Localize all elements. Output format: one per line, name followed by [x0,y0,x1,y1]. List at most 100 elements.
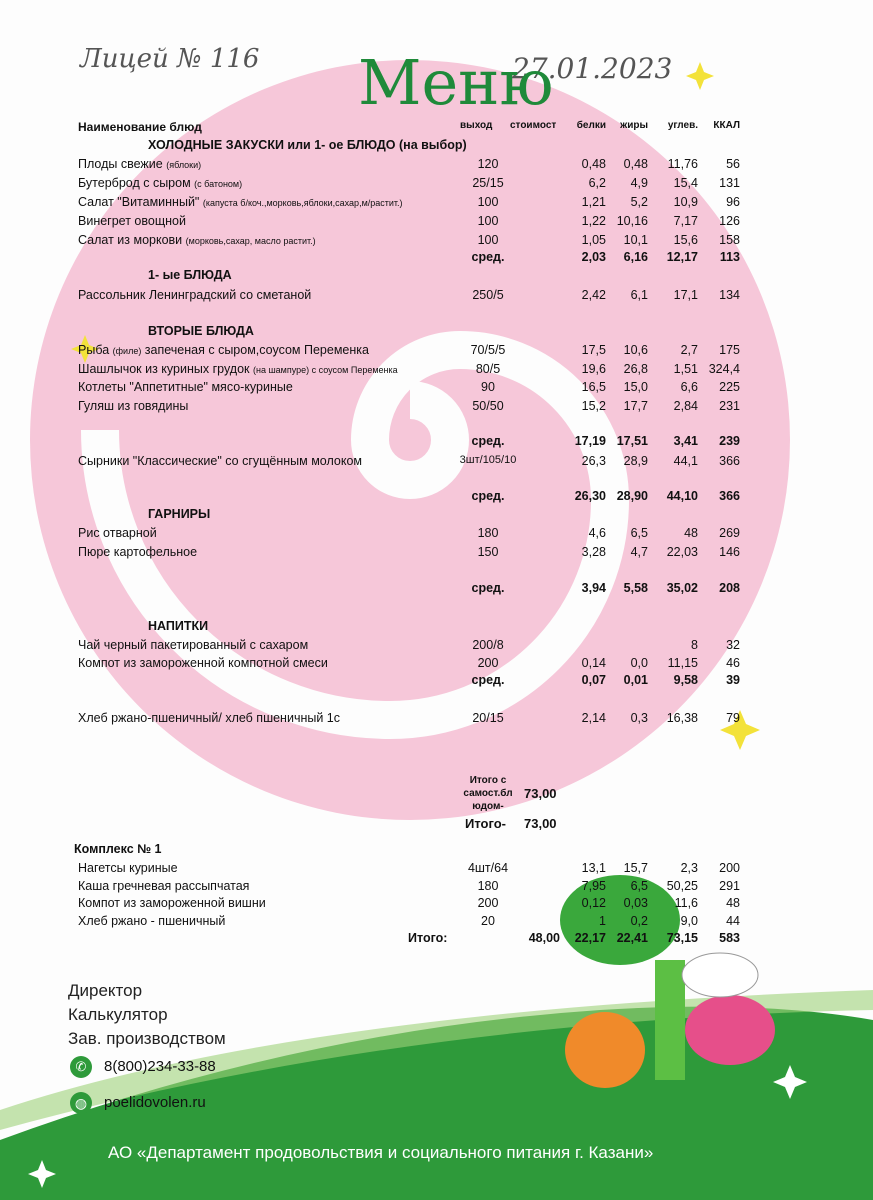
dish-name: Салат "Витаминный" (капуста б/коч.,морко… [78,195,403,209]
fat: 28,9 [623,454,648,468]
header-name: Наименование блюд [78,120,202,134]
portion: 20 [481,914,495,928]
dish-note: (морковь,сахар, масло растит.) [185,236,316,246]
protein: 0,12 [581,896,606,910]
kcal: 39 [726,673,740,687]
average-row: сред. 3,94 5,58 35,02 208 [0,581,873,599]
dish-name: Гуляш из говядины [78,399,189,413]
portion: 4шт/64 [467,861,509,875]
carbs: 50,25 [666,879,698,893]
section-heading: НАПИТКИ [0,619,873,637]
kcal: 46 [726,656,740,670]
carbs: 1,51 [673,362,698,376]
vegetable-characters-illustration [560,875,775,1088]
protein: 1 [599,914,606,928]
kcal: 175 [719,343,740,357]
table-row: Бутерброд с сыром (с батоном) 25/15 6,2 4,9… [0,176,873,194]
table-row: Салат из моркови (морковь,сахар, масло р… [0,233,873,251]
kcal: 225 [719,380,740,394]
section-title: ХОЛОДНЫЕ ЗАКУСКИ или 1- ое БЛЮДО (на выб… [148,138,467,152]
section-heading: ГАРНИРЫ [0,507,873,525]
complex-total-carbs: 73,15 [666,931,698,945]
complex-total-fat: 22,41 [616,931,648,945]
portion: 250/5 [472,288,504,302]
table-header: Наименование блюд выход стоимост белки ж… [0,120,873,138]
table-row: Хлеб ржано-пшеничный/ хлеб пшеничный 1с 2… [0,711,873,729]
protein: 0,07 [581,673,606,687]
dish-name-rest: запеченая с сыром,соусом Переменка [141,343,369,357]
kcal: 158 [719,233,740,247]
complex-title: Комплекс № 1 [74,842,162,856]
kcal: 79 [726,711,740,725]
average-row: сред. 2,03 6,16 12,17 113 [0,250,873,268]
fat: 10,1 [623,233,648,247]
dish-name: Винегрет овощной [78,214,186,228]
average-row: сред. 0,07 0,01 9,58 39 [0,673,873,691]
section-heading: 1- ые БЛЮДА [0,268,873,286]
table-row: Плоды свежие (яблоки) 120 0,48 0,48 11,76 56 [0,157,873,175]
table-row: Гуляш из говядины 50/50 15,2 17,7 2,84 231 [0,399,873,417]
protein: 26,30 [574,489,606,503]
portion: 25/15 [472,176,504,190]
carbs: 44,10 [666,489,698,503]
carbs: 11,6 [674,896,698,910]
table-row: Салат "Витаминный" (капуста б/коч.,морко… [0,195,873,213]
website-link[interactable]: poelidovolen.ru [104,1094,206,1111]
table-row: Пюре картофельное 150 3,28 4,7 22,03 146 [0,545,873,563]
table-row: Компот из замороженной вишни 200 0,12 0,03 1… [0,896,873,914]
kcal: 366 [719,489,740,503]
kcal: 32 [726,638,740,652]
section-title: 1- ые БЛЮДА [148,268,232,282]
section-heading: ХОЛОДНЫЕ ЗАКУСКИ или 1- ое БЛЮДО (на выб… [0,138,873,156]
portion: 100 [477,214,499,228]
portion: сред. [471,581,505,595]
table-row: Сырники "Классические" со сгущённым моло… [0,454,873,472]
fat: 17,51 [616,434,648,448]
kcal: 269 [719,526,740,540]
protein: 2,42 [581,288,606,302]
carbs: 9,58 [673,673,698,687]
dish-name: Сырники "Классические" со сгущённым моло… [78,454,363,468]
carbs: 15,4 [673,176,698,190]
dish-name: Каша гречневая рассыпчатая [78,879,250,893]
phone-number: 8(800)234-33-88 [104,1058,216,1075]
section-heading: ВТОРЫЕ БЛЮДА [0,324,873,342]
carbs: 48 [684,526,698,540]
dish-name: Нагетсы куриные [78,861,178,875]
portion: 180 [477,526,499,540]
phone-icon: ✆ [70,1056,92,1078]
section-title: НАПИТКИ [148,619,209,633]
calculator-label: Калькулятор [68,1005,168,1024]
table-row: Шашлычок из куриных грудок (на шампуре) … [0,362,873,380]
dish-name: Салат из моркови (морковь,сахар, масло р… [78,233,316,247]
carbs: 8 [691,638,698,652]
table-row: Рассольник Ленинградский со сметаной 250/… [0,288,873,306]
table-row: Каша гречневая рассыпчатая 180 7,95 6,5 50,2… [0,879,873,897]
section-title: ВТОРЫЕ БЛЮДА [148,324,254,338]
carbs: 2,84 [673,399,698,413]
fat: 15,7 [623,861,648,875]
protein: 2,14 [581,711,606,725]
fat: 0,3 [630,711,648,725]
portion: 70/5/5 [470,343,506,357]
portion: 100 [477,195,499,209]
dish-name: Котлеты "Аппетитные" мясо-куриные [78,380,293,394]
protein: 17,19 [574,434,606,448]
dish-note: (филе) [112,346,142,356]
total-value: 73,00 [524,816,557,831]
dish-name: Рыба (филе) запеченая с сыром,соусом Пер… [78,343,369,357]
carbs: 35,02 [666,581,698,595]
page-title: Меню [358,46,554,119]
fat: 6,16 [623,250,648,264]
dish-note: (яблоки) [166,160,202,170]
table-row: Винегрет овощной 100 1,22 10,16 7,17 126 [0,214,873,232]
dish-name: Хлеб ржано - пшеничный [78,914,226,928]
dish-name-text: Бутерброд с сыром [78,176,191,190]
dish-name: Компот из замороженной вишни [78,896,266,910]
carbs: 17,1 [673,288,698,302]
kcal: 126 [719,214,740,228]
protein: 15,2 [581,399,606,413]
portion: 100 [477,233,499,247]
